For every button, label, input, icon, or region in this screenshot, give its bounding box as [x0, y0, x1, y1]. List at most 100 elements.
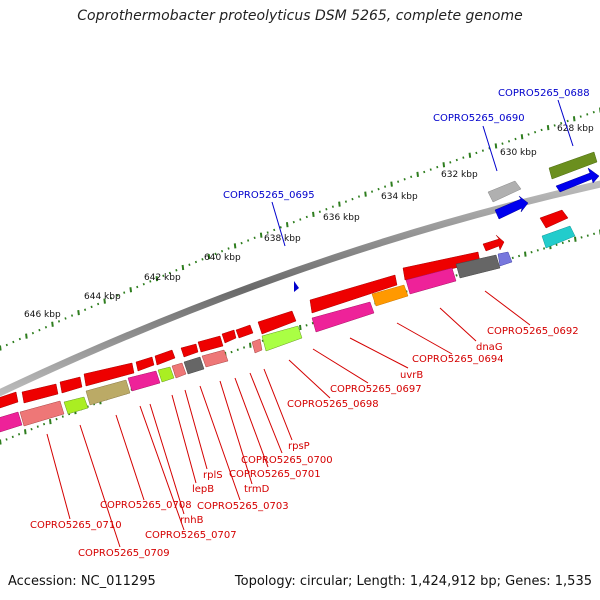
- gene-arrow[interactable]: [455, 254, 501, 279]
- gene-label[interactable]: rnhB: [180, 515, 204, 526]
- minor-tick: [12, 340, 15, 344]
- gene-label[interactable]: COPRO5265_0710: [30, 520, 122, 531]
- major-tick: [546, 125, 550, 131]
- gene-label[interactable]: trmD: [244, 484, 270, 495]
- minor-tick: [397, 180, 400, 183]
- gene-label[interactable]: rpsP: [288, 441, 310, 452]
- minor-tick: [455, 274, 458, 277]
- minor-tick: [305, 324, 308, 327]
- gene-arrow[interactable]: [171, 362, 187, 379]
- gene-label[interactable]: COPRO5265_0708: [100, 500, 192, 511]
- gene-arrow[interactable]: [21, 383, 59, 404]
- tick-label: 628 kbp: [557, 124, 594, 134]
- major-tick: [338, 201, 341, 207]
- gene-arrow[interactable]: [541, 225, 576, 249]
- gene-label[interactable]: COPRO5265_0707: [145, 530, 237, 541]
- gene-arrow[interactable]: [487, 180, 522, 203]
- gene-arrow[interactable]: [0, 411, 23, 433]
- gene-arrow[interactable]: [494, 195, 529, 220]
- gene-label[interactable]: COPRO5265_0695: [223, 190, 315, 201]
- gene-arrow[interactable]: [251, 338, 263, 354]
- minor-tick: [42, 422, 46, 426]
- leader-line: [312, 348, 369, 384]
- major-tick: [520, 134, 524, 140]
- major-tick: [494, 143, 498, 149]
- minor-tick: [579, 115, 582, 118]
- gene-arrow[interactable]: [311, 301, 375, 333]
- gene-arrow[interactable]: [127, 370, 161, 392]
- minor-tick: [567, 239, 571, 243]
- gene-label[interactable]: COPRO5265_0703: [197, 501, 289, 512]
- minor-tick: [455, 158, 458, 162]
- gene-arrow[interactable]: [19, 400, 65, 427]
- minor-tick: [530, 250, 533, 254]
- gene-arrow[interactable]: [539, 209, 569, 229]
- gene-label[interactable]: COPRO5265_0692: [487, 326, 579, 337]
- minor-tick: [475, 151, 478, 155]
- gene-arrow[interactable]: [197, 335, 224, 353]
- gene-arrow[interactable]: [85, 379, 131, 406]
- gene-label[interactable]: COPRO5265_0688: [498, 88, 590, 99]
- tick-label: 644 kbp: [84, 292, 121, 302]
- major-tick: [25, 333, 28, 339]
- minor-tick: [236, 348, 239, 352]
- minor-tick: [61, 415, 64, 418]
- leader-line: [115, 414, 145, 501]
- start-marker: [294, 281, 299, 292]
- gene-label[interactable]: rplS: [203, 470, 223, 481]
- gene-arrow[interactable]: [235, 324, 254, 339]
- minor-tick: [511, 256, 514, 260]
- minor-tick: [299, 218, 302, 221]
- leader-line: [199, 385, 241, 501]
- gene-arrow[interactable]: [135, 356, 155, 372]
- minor-tick: [592, 232, 596, 236]
- leader-line: [396, 322, 453, 355]
- gene-label[interactable]: COPRO5265_0709: [78, 548, 170, 559]
- gene-label[interactable]: COPRO5265_0700: [241, 455, 333, 466]
- gene-arrow[interactable]: [257, 310, 297, 335]
- gene-arrow[interactable]: [0, 391, 19, 409]
- gene-arrow[interactable]: [183, 356, 205, 375]
- gene-arrow[interactable]: [63, 396, 89, 415]
- gene-arrow[interactable]: [405, 267, 457, 295]
- gene-arrow[interactable]: [261, 325, 303, 352]
- gene-arrow[interactable]: [309, 274, 398, 314]
- gene-arrow[interactable]: [548, 151, 598, 180]
- minor-tick: [592, 110, 595, 114]
- minor-tick: [517, 254, 521, 258]
- gene-arrow[interactable]: [482, 234, 505, 252]
- gene-arrow[interactable]: [59, 376, 83, 394]
- gene-label[interactable]: COPRO5265_0698: [287, 399, 379, 410]
- major-tick: [24, 429, 27, 435]
- major-tick: [416, 171, 419, 178]
- gene-arrow[interactable]: [371, 284, 409, 307]
- major-tick: [442, 162, 446, 168]
- gene-label[interactable]: lepB: [192, 484, 214, 495]
- gene-label[interactable]: uvrB: [400, 370, 423, 381]
- minor-tick: [566, 119, 569, 123]
- gene-arrow[interactable]: [555, 167, 600, 193]
- leader-line: [219, 380, 253, 485]
- forward-strand-genes: [0, 151, 600, 409]
- gene-label[interactable]: dnaG: [476, 342, 503, 353]
- gene-arrow[interactable]: [157, 366, 175, 383]
- minor-tick: [501, 142, 504, 145]
- minor-tick: [55, 417, 58, 421]
- major-tick: [390, 181, 393, 187]
- gene-arrow[interactable]: [201, 349, 229, 368]
- gene-label[interactable]: COPRO5265_0694: [412, 354, 504, 365]
- gene-arrow[interactable]: [154, 349, 176, 366]
- gene-label[interactable]: COPRO5265_0690: [433, 113, 525, 124]
- gene-arrow[interactable]: [83, 362, 135, 387]
- accession-text: Accession: NC_011295: [8, 574, 156, 589]
- gene-arrow[interactable]: [497, 251, 513, 267]
- minor-tick: [97, 302, 100, 306]
- gene-arrow[interactable]: [180, 343, 199, 358]
- minor-tick: [586, 234, 589, 237]
- gene-arrow[interactable]: [221, 329, 237, 344]
- gene-label[interactable]: COPRO5265_0701: [229, 469, 321, 480]
- reverse-strand-genes: [0, 209, 576, 433]
- gene-label[interactable]: COPRO5265_0697: [330, 384, 422, 395]
- minor-tick: [555, 243, 558, 246]
